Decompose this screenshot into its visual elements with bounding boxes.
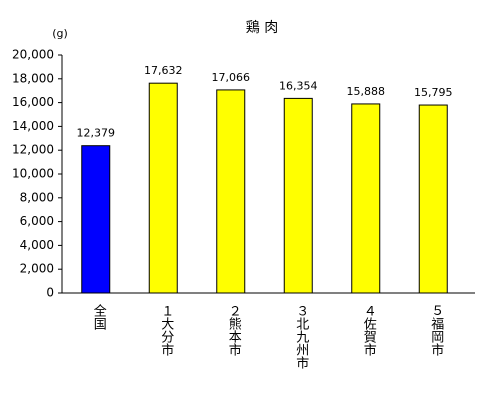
bar bbox=[81, 145, 111, 294]
x-tick-label: 全国 bbox=[90, 304, 106, 330]
x-tick-label: ３北九州市 bbox=[293, 304, 309, 369]
y-tick-label: 18,000 bbox=[12, 71, 54, 85]
x-tick-label: ２熊本市 bbox=[225, 304, 241, 356]
value-label: 17,066 bbox=[212, 71, 251, 84]
chart-title: 鶏 肉 bbox=[246, 20, 278, 36]
y-tick-label: 2,000 bbox=[20, 262, 54, 276]
value-label: 16,354 bbox=[279, 79, 318, 92]
y-tick-label: 14,000 bbox=[12, 119, 54, 133]
bar bbox=[148, 82, 178, 294]
value-label: 15,888 bbox=[347, 85, 386, 98]
y-tick-label: 16,000 bbox=[12, 95, 54, 109]
y-tick-label: 0 bbox=[46, 286, 54, 300]
value-label: 12,379 bbox=[77, 127, 116, 140]
bar bbox=[418, 104, 448, 294]
y-tick-label: 4,000 bbox=[20, 238, 54, 252]
y-tick-label: 12,000 bbox=[12, 143, 54, 157]
x-tick-label: ４佐賀市 bbox=[360, 304, 376, 356]
y-tick-label: 6,000 bbox=[20, 214, 54, 228]
bar bbox=[216, 89, 246, 294]
bar bbox=[283, 97, 313, 294]
bar bbox=[351, 103, 381, 294]
value-label: 17,632 bbox=[144, 64, 183, 77]
x-tick-label: １大分市 bbox=[158, 304, 174, 356]
value-label: 15,795 bbox=[414, 86, 453, 99]
y-tick-label: 8,000 bbox=[20, 190, 54, 204]
y-tick-label: 10,000 bbox=[12, 167, 54, 181]
y-tick-label: 20,000 bbox=[12, 48, 54, 62]
x-tick-label: ５福岡市 bbox=[428, 304, 444, 356]
y-unit: (g) bbox=[52, 27, 68, 40]
